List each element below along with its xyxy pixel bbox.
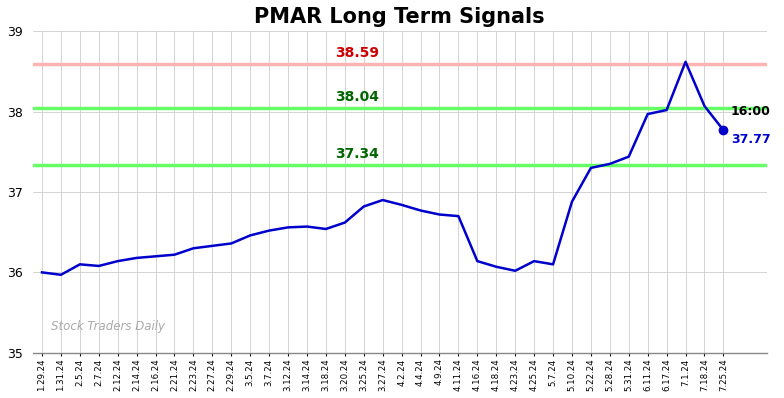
Title: PMAR Long Term Signals: PMAR Long Term Signals [255,7,545,27]
Text: 16:00: 16:00 [731,105,771,118]
Text: 38.04: 38.04 [335,90,379,104]
Text: 38.59: 38.59 [335,46,379,60]
Text: Stock Traders Daily: Stock Traders Daily [52,320,165,333]
Text: 37.34: 37.34 [336,147,379,161]
Text: 37.77: 37.77 [731,133,771,146]
